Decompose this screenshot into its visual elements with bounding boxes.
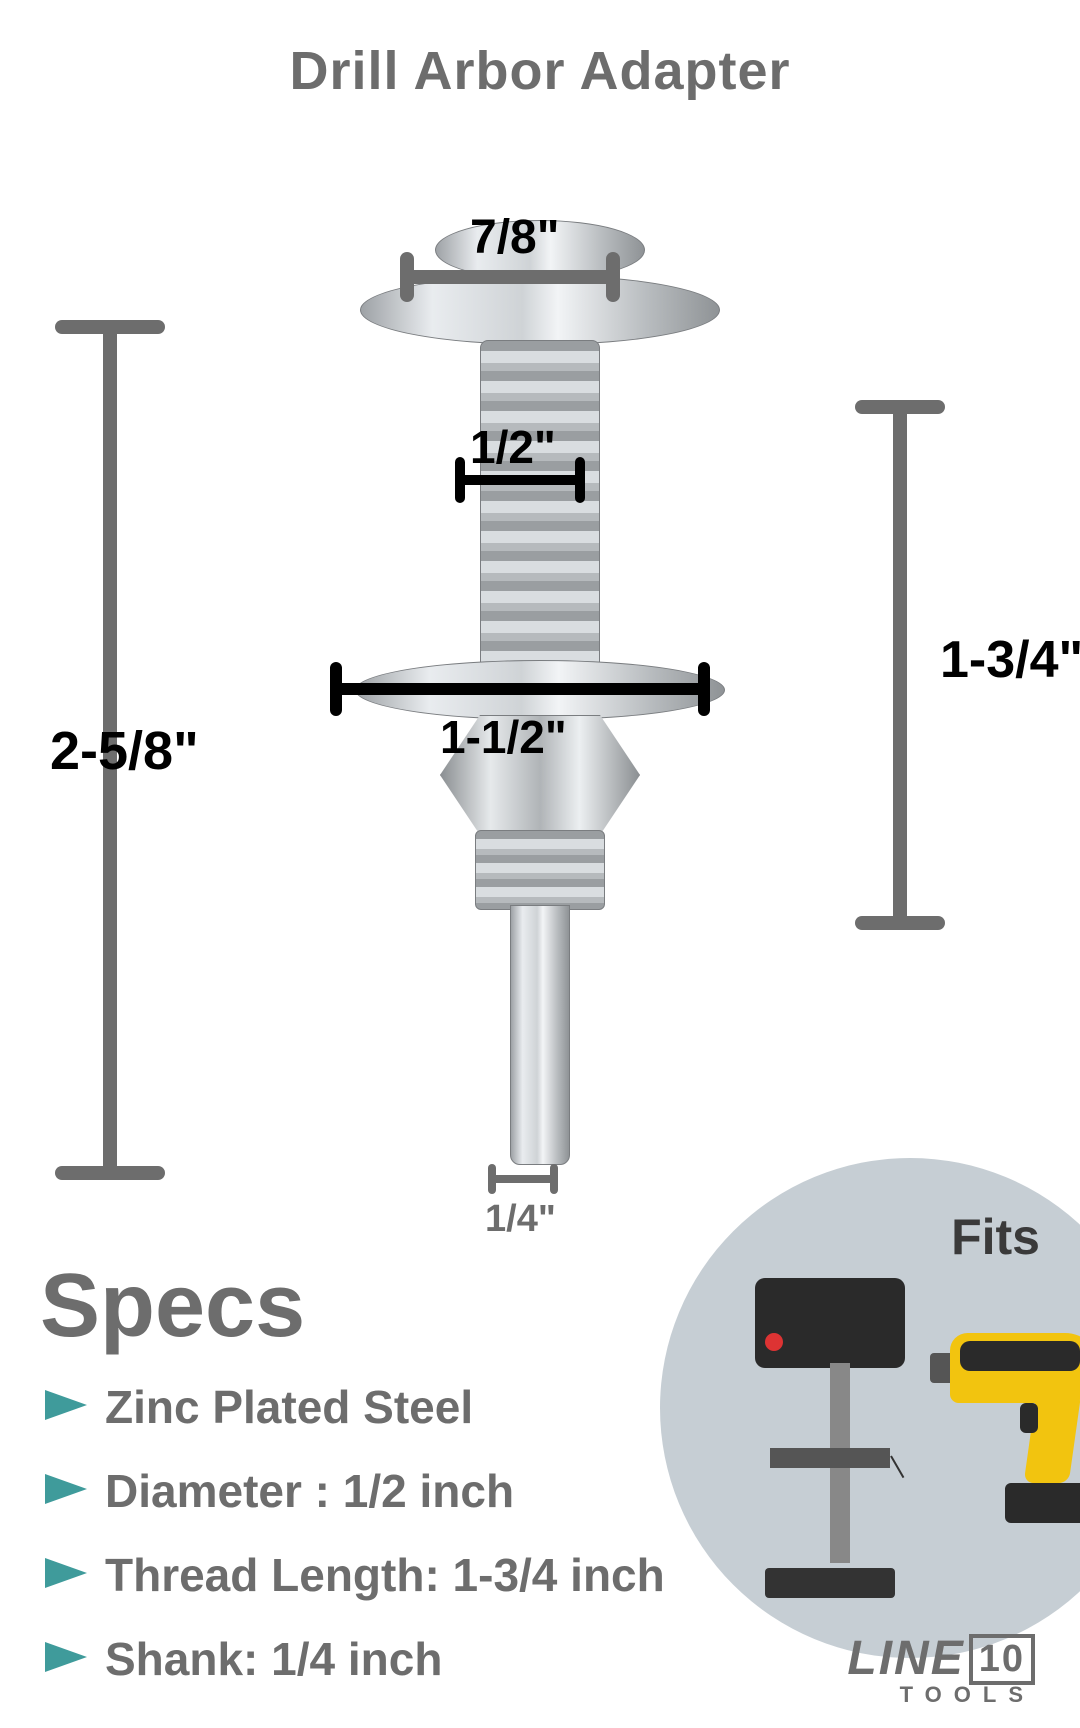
spec-item-thread-length: Thread Length: 1-3/4 inch: [45, 1548, 665, 1602]
dim-thread-diameter-bracket: [455, 475, 585, 485]
arbor-top-flange: [360, 275, 720, 345]
spec-item-shank: Shank: 1/4 inch: [45, 1632, 665, 1686]
brand-logo: LINE10 TOOLS: [847, 1631, 1035, 1708]
brand-suffix: 10: [969, 1634, 1035, 1685]
arbor-diagram: 2-5/8" 1-3/4" 7/8" 1/2" 1-1/2" 1/4": [0, 120, 1080, 1200]
spec-item-material: Zinc Plated Steel: [45, 1380, 665, 1434]
dim-thread-diameter-label: 1/2": [470, 420, 556, 474]
dim-shank-diameter-bracket: [488, 1175, 558, 1183]
specs-heading: Specs: [40, 1255, 305, 1358]
specs-list: Zinc Plated Steel Diameter : 1/2 inch Th…: [45, 1380, 665, 1716]
fits-label: Fits: [951, 1208, 1040, 1266]
page-title: Drill Arbor Adapter: [289, 40, 790, 102]
dim-thread-length-label: 1-3/4": [940, 630, 1080, 690]
arbor-illustration: [350, 220, 730, 1180]
dim-nut-width-label: 7/8": [470, 210, 559, 265]
dim-flange-diameter-label: 1-1/2": [440, 710, 567, 764]
brand-sub: TOOLS: [847, 1682, 1035, 1708]
dim-shank-diameter-label: 1/4": [485, 1198, 556, 1241]
dim-thread-length-bracket: [890, 400, 910, 930]
drill-press-icon: [745, 1278, 905, 1598]
dim-flange-diameter-bracket: [330, 683, 710, 695]
brand-name: LINE: [847, 1632, 964, 1685]
spec-item-diameter: Diameter : 1/2 inch: [45, 1464, 665, 1518]
arbor-lower-thread: [475, 830, 605, 910]
arbor-shank: [510, 905, 570, 1165]
hand-drill-icon: [930, 1303, 1080, 1523]
fits-circle: Fits: [660, 1158, 1080, 1658]
arbor-thread: [480, 340, 600, 670]
dim-nut-width-bracket: [400, 270, 620, 284]
dim-total-height-label: 2-5/8": [50, 720, 199, 782]
